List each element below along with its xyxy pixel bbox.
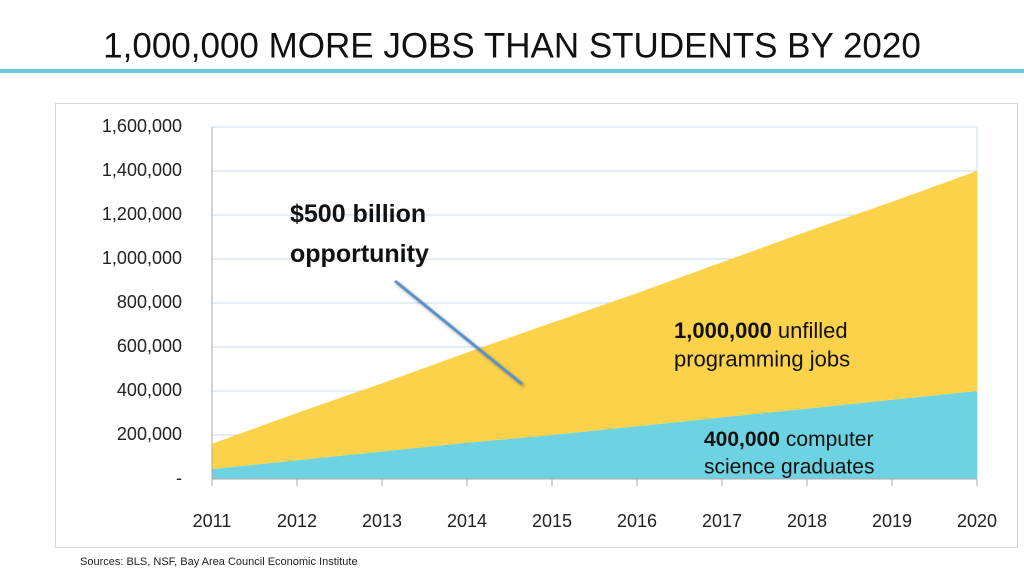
x-tick-label: 2016 (617, 511, 657, 531)
y-tick-label: 1,200,000 (102, 204, 182, 224)
annotation-line: computer (786, 428, 874, 451)
x-tick-label: 2015 (532, 511, 572, 531)
x-tick-label: 2014 (447, 511, 487, 531)
annotation-line: programming jobs (674, 346, 850, 371)
annotation-bold: 400,000 (704, 428, 780, 451)
annotation: $500 billion opportunity (290, 200, 429, 268)
area (212, 391, 977, 479)
x-tick-label: 2013 (362, 511, 402, 531)
annotation-line: opportunity (290, 240, 429, 268)
y-tick-label: - (176, 468, 182, 488)
slide-title: 1,000,000 MORE JOBS THAN STUDENTS BY 202… (103, 26, 921, 65)
x-tick-label: 2012 (277, 511, 317, 531)
plot: -200,000400,000600,000800,0001,000,0001,… (102, 116, 997, 531)
source-note: Sources: BLS, NSF, Bay Area Council Econ… (80, 556, 358, 568)
area (212, 171, 977, 470)
annotation-line: unfilled (778, 318, 848, 343)
x-tick-label: 2017 (702, 511, 742, 531)
x-tick-label: 2019 (872, 511, 912, 531)
annotation-line: $500 billion (290, 200, 426, 228)
y-tick-label: 1,600,000 (102, 116, 182, 136)
annotation-line: science graduates (704, 455, 874, 478)
y-tick-label: 200,000 (117, 424, 182, 444)
x-tick-label: 2011 (193, 511, 232, 531)
annotation: 400,000 computer science graduates (704, 428, 874, 478)
x-tick-label: 2020 (957, 511, 997, 531)
y-tick-label: 1,000,000 (102, 248, 182, 268)
x-tick-label: 2018 (787, 511, 827, 531)
annotation: 1,000,000 unfilled programming jobs (674, 318, 850, 372)
pointer-arrow (394, 279, 523, 386)
title-rule (0, 69, 1024, 73)
annotation-bold: 1,000,000 (674, 318, 772, 343)
y-tick-label: 400,000 (117, 380, 182, 400)
y-tick-label: 800,000 (117, 292, 182, 312)
y-tick-label: 1,400,000 (102, 160, 182, 180)
y-tick-label: 600,000 (117, 336, 182, 356)
